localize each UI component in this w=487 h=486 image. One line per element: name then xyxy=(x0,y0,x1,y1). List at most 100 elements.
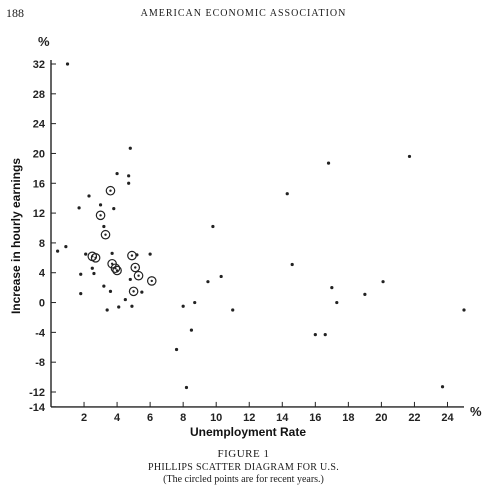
data-point xyxy=(189,328,194,332)
y-tick-label: -12 xyxy=(29,387,45,399)
circled-data-point xyxy=(105,185,116,196)
data-point xyxy=(127,181,131,185)
circled-data-point xyxy=(110,263,121,274)
data-point xyxy=(108,289,113,293)
data-point xyxy=(92,271,96,276)
data-point xyxy=(79,292,83,296)
data-point xyxy=(335,300,339,305)
data-point xyxy=(128,277,132,282)
data-point xyxy=(219,274,223,279)
axes xyxy=(50,60,464,408)
data-point xyxy=(117,305,121,309)
data-point xyxy=(90,266,94,270)
x-tick-label: 24 xyxy=(441,412,454,424)
x-tick-label: 6 xyxy=(147,412,153,424)
y-unit-label: % xyxy=(38,34,50,49)
data-point xyxy=(105,308,109,312)
data-point xyxy=(323,333,327,337)
data-point xyxy=(184,385,189,390)
data-point xyxy=(330,286,334,290)
circled-point-ring xyxy=(112,265,122,276)
circled-point-ring xyxy=(95,210,106,221)
x-axis-title: Unemployment Rate xyxy=(190,425,306,439)
data-point xyxy=(112,207,116,211)
y-tick-label: 4 xyxy=(39,268,46,280)
circled-data-point xyxy=(112,265,122,276)
x-tick-label: 2 xyxy=(81,412,87,424)
y-tick-label: 32 xyxy=(33,59,45,71)
circled-point-ring xyxy=(105,185,116,196)
circled-point-dot xyxy=(94,256,97,260)
circled-point-dot xyxy=(150,279,153,283)
x-tick-label: 12 xyxy=(243,412,255,424)
y-tick-label: 16 xyxy=(33,178,45,190)
data-point xyxy=(77,206,81,210)
data-point xyxy=(181,304,185,308)
data-point xyxy=(313,333,317,337)
circled-point-dot xyxy=(115,269,119,272)
circled-point-dot xyxy=(109,189,112,192)
data-point xyxy=(115,171,119,176)
data-point xyxy=(326,161,331,165)
data-point xyxy=(110,251,114,255)
circled-data-point xyxy=(130,262,141,273)
data-point xyxy=(462,308,466,312)
data-point xyxy=(193,300,197,305)
y-tick-label: 0 xyxy=(39,298,45,310)
data-point xyxy=(87,194,91,198)
data-point xyxy=(290,262,294,267)
circled-point-dot xyxy=(104,233,107,236)
y-tick-label: 28 xyxy=(33,89,45,101)
y-tick-label: 8 xyxy=(39,238,45,250)
circled-data-point xyxy=(128,286,139,297)
circled-point-ring xyxy=(133,270,144,281)
y-tick-label: -8 xyxy=(35,357,45,369)
data-point xyxy=(130,304,134,308)
data-point xyxy=(285,192,289,196)
data-point xyxy=(84,252,88,256)
circled-data-point xyxy=(90,253,101,263)
circled-point-ring xyxy=(100,229,111,240)
data-point xyxy=(440,385,445,389)
x-tick-label: 18 xyxy=(342,412,354,424)
y-axis-title: Increase in hourly earnings xyxy=(9,158,23,314)
circled-data-point xyxy=(100,229,111,240)
circled-point-dot xyxy=(114,267,117,270)
x-tick-label: 8 xyxy=(180,412,186,424)
y-tick-label: -4 xyxy=(35,327,46,339)
y-tick-label: 24 xyxy=(33,119,46,131)
data-point xyxy=(381,280,385,284)
data-point xyxy=(407,154,412,159)
circled-point-dot xyxy=(99,214,102,217)
circled-point-ring xyxy=(127,250,137,261)
x-tick-label: 14 xyxy=(276,412,289,424)
circled-point-dot xyxy=(130,254,134,257)
circled-point-dot xyxy=(134,266,137,269)
data-point xyxy=(98,203,103,207)
circled-data-point xyxy=(95,210,106,221)
circled-point-ring xyxy=(128,286,139,297)
data-points xyxy=(56,62,466,390)
figure-caption: PHILLIPS SCATTER DIAGRAM FOR U.S. xyxy=(147,462,340,473)
figure-label: FIGURE 1 xyxy=(217,448,270,460)
figure-note: (The circled points are for recent years… xyxy=(163,474,324,485)
x-tick-label: 16 xyxy=(309,412,321,424)
data-point xyxy=(64,245,68,249)
data-point xyxy=(174,347,179,352)
circled-data-point xyxy=(127,250,137,261)
page-number: 188 xyxy=(6,6,24,20)
x-tick-label: 20 xyxy=(375,412,387,424)
circled-point-ring xyxy=(110,263,121,274)
circled-data-point xyxy=(146,276,157,286)
data-point xyxy=(123,297,127,302)
circled-point-ring xyxy=(90,253,101,263)
circled-point-dot xyxy=(132,290,135,293)
data-point xyxy=(65,62,70,66)
x-tick-label: 22 xyxy=(408,412,420,424)
circled-data-point xyxy=(133,270,144,281)
data-point xyxy=(56,249,60,253)
data-point xyxy=(148,252,152,256)
circled-point-dot xyxy=(137,274,140,277)
